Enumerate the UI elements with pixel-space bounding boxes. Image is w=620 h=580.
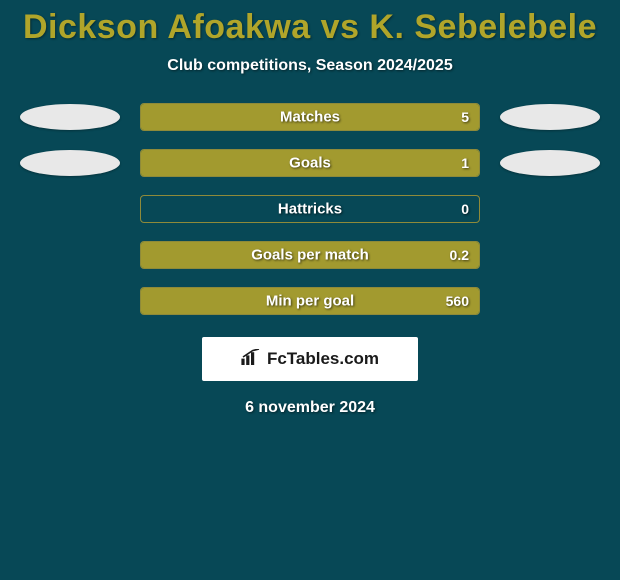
player-right-marker	[500, 150, 600, 176]
stat-label: Matches	[280, 109, 340, 126]
page-title: Dickson Afoakwa vs K. Sebelebele	[0, 8, 620, 47]
stat-label: Min per goal	[266, 293, 354, 310]
player-left-marker	[20, 104, 120, 130]
comparison-card: Dickson Afoakwa vs K. Sebelebele Club co…	[0, 0, 620, 417]
stat-value-right: 0	[461, 201, 469, 217]
stat-bar: Goals per match 0.2	[140, 241, 480, 269]
logo-chart-icon	[241, 349, 261, 370]
logo-badge: FcTables.com	[202, 337, 418, 381]
stat-row: Goals 1	[0, 149, 620, 177]
stat-label: Goals per match	[251, 247, 369, 264]
stat-bar: Matches 5	[140, 103, 480, 131]
stat-row: Goals per match 0.2	[0, 241, 620, 269]
subtitle: Club competitions, Season 2024/2025	[0, 57, 620, 75]
date-label: 6 november 2024	[0, 399, 620, 417]
stat-bar: Hattricks 0	[140, 195, 480, 223]
stat-label: Goals	[289, 155, 331, 172]
stats-list: Matches 5 Goals 1 Hattricks 0 Goals per match 0…	[0, 103, 620, 315]
logo-text: FcTables.com	[267, 349, 379, 369]
stat-label: Hattricks	[278, 201, 342, 218]
stat-value-right: 5	[461, 109, 469, 125]
player-right-marker	[500, 104, 600, 130]
stat-value-right: 0.2	[450, 247, 469, 263]
stat-row: Min per goal 560	[0, 287, 620, 315]
player-left-marker	[20, 150, 120, 176]
stat-row: Hattricks 0	[0, 195, 620, 223]
stat-bar: Goals 1	[140, 149, 480, 177]
stat-bar: Min per goal 560	[140, 287, 480, 315]
stat-value-right: 560	[446, 293, 469, 309]
stat-value-right: 1	[461, 155, 469, 171]
stat-row: Matches 5	[0, 103, 620, 131]
